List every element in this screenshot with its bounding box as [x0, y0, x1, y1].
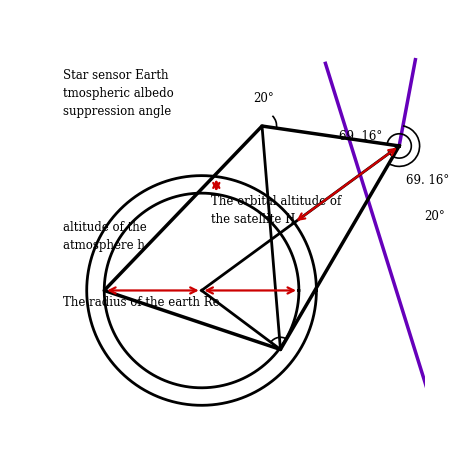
Text: The orbital altitude of
the satellite H: The orbital altitude of the satellite H — [211, 195, 342, 226]
Text: 69. 16°: 69. 16° — [406, 173, 449, 186]
Text: 20°: 20° — [254, 91, 274, 105]
Text: The radius of the earth Re: The radius of the earth Re — [64, 296, 220, 309]
Text: altitude of the
atmosphere h: altitude of the atmosphere h — [64, 221, 147, 253]
Text: 20°: 20° — [425, 210, 445, 222]
Text: 69. 16°: 69. 16° — [339, 130, 382, 143]
Text: Star sensor Earth
tmospheric albedo
suppression angle: Star sensor Earth tmospheric albedo supp… — [64, 69, 174, 118]
